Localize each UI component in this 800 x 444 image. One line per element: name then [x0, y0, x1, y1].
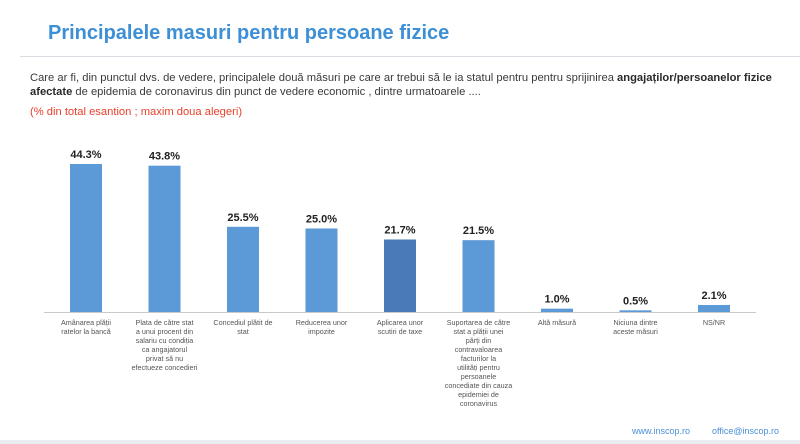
bar-6 [462, 240, 495, 312]
category-label-1: Amânarea plății ratelor la bancă [61, 318, 111, 336]
page-title: Principalele masuri pentru persoane fizi… [48, 22, 450, 44]
question-part2: de epidemia de coronavirus din punct de … [75, 86, 481, 98]
value-label-2: 43.8% [149, 151, 180, 163]
bar-3 [227, 226, 259, 312]
category-label-5: Aplicarea unor scutiri de taxe [377, 318, 424, 336]
bar-1 [70, 164, 102, 312]
value-label-8: 0.5% [623, 295, 648, 307]
question-note: (% din total esantion ; maxim doua alege… [30, 106, 243, 118]
category-label-4: Reducerea unor impozite [296, 318, 348, 336]
value-label-9: 2.1% [701, 290, 726, 302]
bar-9 [698, 304, 730, 312]
question-bold: angajaților/persoanelor fizice afectate [30, 72, 772, 98]
bar-2 [148, 165, 181, 312]
category-label-3: Concediul plătit de stat [213, 318, 272, 336]
bar-8 [619, 310, 652, 312]
category-label-2: Plata de către stat a unui procent din sal… [132, 318, 198, 372]
category-label-6: Suportarea de către stat a plății unei păr… [445, 318, 513, 408]
footer-email[interactable]: office@inscop.ro [712, 426, 780, 436]
category-label-9: NS/NR [703, 318, 725, 327]
bottom-bar [0, 440, 800, 444]
bar-7 [541, 308, 573, 312]
category-label-8: Niciuna dintre aceste măsuri [613, 318, 658, 336]
bar-4 [305, 228, 338, 312]
value-label-4: 25.0% [306, 213, 337, 225]
value-label-7: 1.0% [544, 294, 569, 306]
value-label-3: 25.5% [227, 212, 258, 224]
category-label-7: Altă măsură [538, 318, 576, 327]
title-divider [20, 56, 800, 57]
bar-5 [384, 239, 416, 312]
value-label-5: 21.7% [384, 225, 415, 237]
value-label-1: 44.3% [70, 149, 101, 161]
value-label-6: 21.5% [463, 225, 494, 237]
question-text: Care ar fi, din punctul dvs. de vedere, … [30, 71, 790, 99]
footer-website[interactable]: www.inscop.ro [632, 426, 691, 436]
question-part1: Care ar fi, din punctul dvs. de vedere, … [30, 72, 614, 84]
